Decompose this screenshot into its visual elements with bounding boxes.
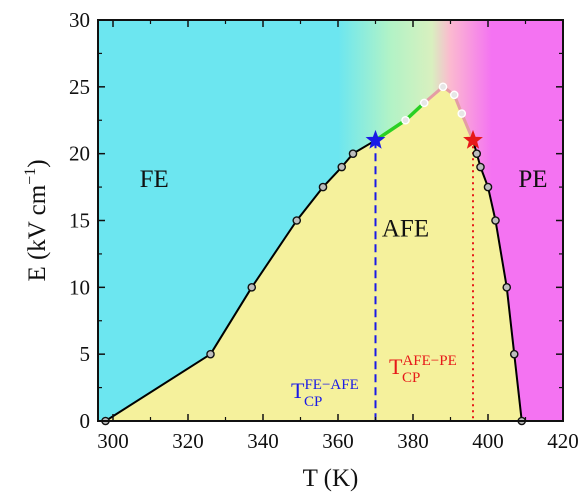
critical-point-lines: [374, 140, 474, 421]
data-point: [502, 283, 512, 292]
cp-fe-afe-star: [365, 129, 386, 149]
y-tick-label: 30: [69, 8, 90, 32]
region-backgrounds: [98, 20, 563, 421]
cp-afe-pe-label: TAFE−PE CP: [389, 353, 457, 386]
data-point: [247, 283, 257, 292]
x-axis-title: T (K): [303, 465, 359, 492]
x-tick-label: 340: [247, 429, 279, 453]
x-tick-label: 320: [172, 429, 204, 453]
data-point: [509, 349, 519, 359]
data-point: [419, 98, 429, 108]
x-tick-label: 300: [97, 429, 129, 453]
data-point: [476, 162, 485, 172]
y-tick-label: 15: [69, 209, 90, 233]
region-label-fe: FE: [140, 166, 169, 193]
data-point: [401, 115, 410, 125]
data-point: [491, 216, 500, 225]
x-tick-label: 360: [322, 429, 354, 453]
data-point: [206, 349, 215, 359]
y-tick-label: 10: [69, 275, 90, 299]
x-tick-label: 420: [547, 429, 579, 453]
data-point: [449, 90, 459, 100]
data-point: [337, 162, 347, 172]
data-point: [438, 82, 448, 92]
data-point: [483, 182, 493, 192]
y-axis-title: E (kV cm−1): [22, 159, 51, 281]
region-label-pe: PE: [518, 166, 547, 193]
y-tick-label: 25: [69, 75, 90, 99]
y-tick-label: 5: [80, 342, 91, 366]
x-tick-label: 400: [472, 429, 504, 453]
y-tick-label: 20: [69, 142, 90, 166]
cp-fe-afe-label: TFE−AFE CP: [291, 377, 359, 410]
region-labels: FE AFE PE: [140, 166, 548, 242]
axes: 300 320 340 360 380 400 420 0 5 10 15 20 25 30 T (K) E …: [22, 8, 579, 492]
critical-point-labels: TFE−AFE CP TAFE−PE CP: [291, 353, 457, 410]
data-point: [472, 149, 482, 158]
y-tick-label: 0: [80, 409, 91, 433]
data-point: [457, 109, 467, 118]
data-point: [292, 216, 302, 225]
data-point: [348, 149, 358, 158]
data-markers: [101, 82, 527, 426]
cp-afe-pe-star: [463, 129, 483, 149]
region-label-afe: AFE: [382, 216, 429, 243]
afe-region: [105, 86, 522, 421]
x-tick-label: 380: [397, 429, 429, 453]
data-point: [318, 182, 328, 192]
